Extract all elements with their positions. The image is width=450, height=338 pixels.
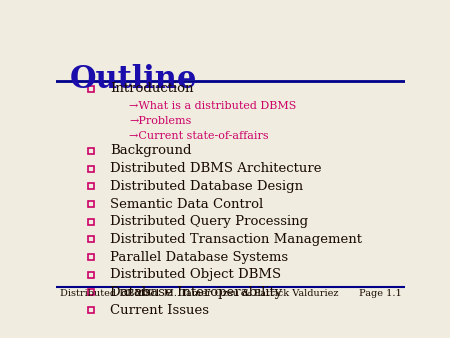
Text: © 2001 M. Tamer Özsu & Patrick Valduriez: © 2001 M. Tamer Özsu & Patrick Valduriez [123, 289, 338, 298]
Text: Distributed DBMS: Distributed DBMS [60, 289, 151, 298]
Text: Semantic Data Control: Semantic Data Control [110, 197, 264, 211]
Text: Page 1.1: Page 1.1 [359, 289, 401, 298]
Text: Outline: Outline [70, 64, 198, 95]
Text: Parallel Database Systems: Parallel Database Systems [110, 250, 288, 264]
Text: Distributed Database Design: Distributed Database Design [110, 180, 303, 193]
Text: →Current state-of-affairs: →Current state-of-affairs [130, 131, 269, 141]
Text: Distributed Object DBMS: Distributed Object DBMS [110, 268, 281, 281]
Text: Distributed DBMS Architecture: Distributed DBMS Architecture [110, 162, 322, 175]
Text: Current Issues: Current Issues [110, 304, 209, 317]
Text: Distributed Query Processing: Distributed Query Processing [110, 215, 308, 228]
Text: Database Interoperability: Database Interoperability [110, 286, 283, 299]
Text: →What is a distributed DBMS: →What is a distributed DBMS [130, 101, 297, 112]
Text: Background: Background [110, 144, 192, 158]
Text: Introduction: Introduction [110, 82, 194, 95]
Text: →Problems: →Problems [130, 116, 192, 126]
Text: Distributed Transaction Management: Distributed Transaction Management [110, 233, 362, 246]
